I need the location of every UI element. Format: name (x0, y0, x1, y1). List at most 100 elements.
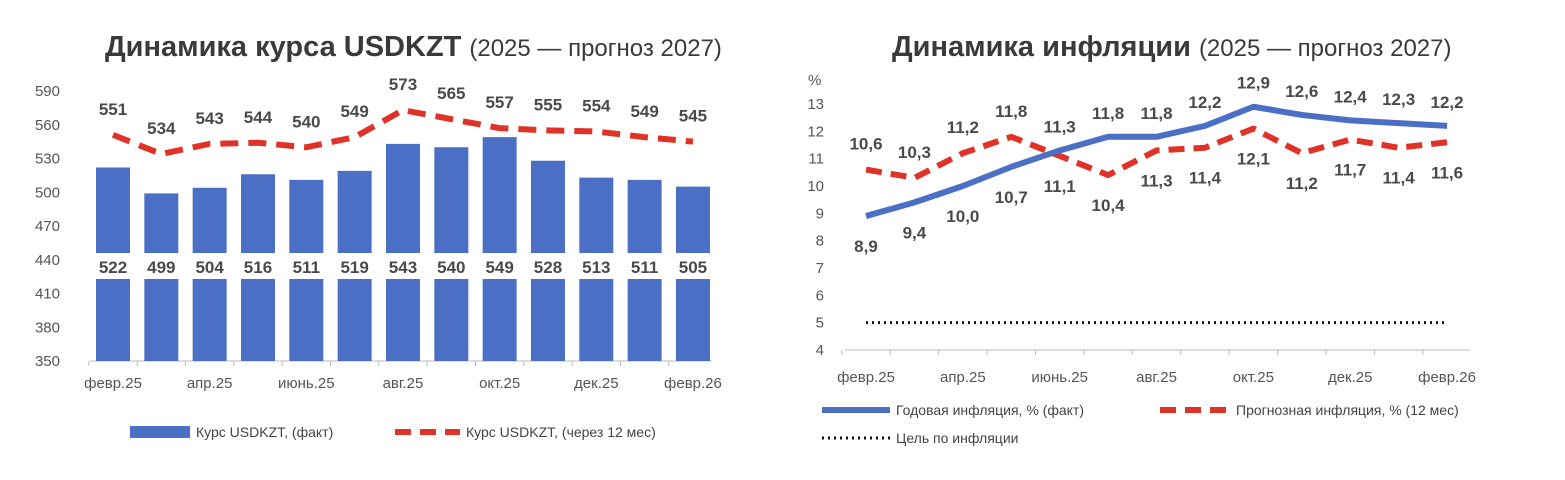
y-tick-label: 590 (35, 83, 60, 100)
x-tick-label: июнь.25 (1031, 369, 1088, 386)
y-tick-label: 350 (35, 353, 60, 370)
y-tick-label: 440 (35, 252, 60, 269)
actual-data-label: 11,8 (1140, 104, 1172, 123)
line-data-label: 543 (195, 109, 223, 128)
forecast-data-label: 11,4 (1383, 169, 1416, 188)
actual-data-label: 9,4 (903, 223, 927, 242)
bar-label-bg (187, 253, 232, 279)
forecast-data-label: 12,1 (1237, 150, 1270, 169)
bar-data-label: 511 (293, 258, 320, 277)
actual-data-label: 12,2 (1430, 93, 1463, 112)
bar-data-label: 528 (534, 258, 562, 277)
bar-label-bg (235, 253, 280, 279)
chart-subtitle: (2025 — прогноз 2027) (469, 35, 722, 62)
y-tick-label: 530 (35, 151, 60, 168)
y-tick-label: 410 (35, 286, 60, 303)
bar-data-label: 549 (485, 258, 513, 277)
forecast-data-label: 10,4 (1092, 196, 1126, 215)
svg-text:Динамика инфляции(2025 — прогн: Динамика инфляции (2025 — прогноз 2027) (892, 31, 1452, 63)
bar-label-bg (525, 253, 570, 279)
actual-data-label: 12,3 (1382, 90, 1415, 109)
actual-inflation-line (865, 103, 1448, 219)
bar-data-label: 540 (437, 258, 465, 277)
line-data-label: 565 (437, 84, 465, 103)
bar-label-bg (139, 253, 184, 279)
bar-data-label: 505 (679, 258, 707, 277)
y-tick-label: 7 (816, 260, 824, 277)
bar (482, 137, 517, 361)
bar-label-bg (91, 253, 135, 279)
chart-title: Динамика курса USDKZT (105, 31, 462, 63)
chart-subtitle: (2025 — прогноз 2027) (1199, 35, 1452, 62)
svg-text:Динамика курса USDKZT(2025 — п: Динамика курса USDKZT (2025 — прогноз 202… (105, 31, 722, 63)
forecast-data-label: 11,1 (1044, 177, 1076, 196)
x-tick-label: авг.25 (1136, 369, 1177, 386)
bar-data-label: 516 (244, 258, 272, 277)
x-tick-label: авг.25 (383, 375, 424, 392)
y-axis-label: % (808, 72, 821, 89)
line-data-label: 549 (630, 102, 658, 121)
y-tick-label: 10 (807, 178, 824, 195)
bar-label-bg (477, 253, 522, 279)
forecast-data-label: 11,2 (1286, 174, 1318, 193)
x-tick-label: апр.25 (187, 375, 233, 392)
legend-label: Курс USDKZT, (факт) (196, 424, 333, 440)
x-tick-label: окт.25 (1233, 369, 1274, 386)
bar-label-bg (574, 253, 619, 279)
legend-label: Годовая инфляция, % (факт) (896, 402, 1084, 418)
y-tick-label: 470 (35, 218, 60, 235)
forecast-data-label: 11,4 (1189, 169, 1222, 188)
legend-bar-swatch (130, 426, 190, 438)
line-data-label: 545 (679, 107, 707, 126)
actual-data-label: 12,2 (1188, 93, 1221, 112)
x-tick-label: дек.25 (574, 375, 619, 392)
actual-data-label: 12,6 (1285, 82, 1318, 101)
forecast-inflation-line (865, 125, 1448, 181)
actual-data-label: 10,7 (995, 188, 1028, 207)
actual-data-label: 11,3 (1044, 117, 1076, 136)
forecast-data-label: 11,7 (1334, 161, 1366, 180)
bar-label-bg (429, 253, 474, 279)
bar-label-bg (670, 253, 715, 279)
x-tick-label: февр.25 (84, 375, 142, 392)
bar-data-label: 522 (99, 258, 127, 277)
y-tick-label: 11 (808, 151, 824, 168)
bar-label-bg (284, 253, 329, 279)
x-tick-label: февр.26 (1418, 369, 1476, 386)
line-data-label: 557 (485, 93, 513, 112)
bar-label-bg (332, 253, 377, 279)
legend-label: Цель по инфляции (896, 430, 1018, 446)
y-tick-label: 4 (816, 342, 824, 359)
line-data-label: 573 (389, 75, 417, 94)
legend-label: Курс USDKZT, (через 12 мес) (466, 424, 656, 440)
inflation-chart: Динамика инфляции (2025 — прогноз 2027) %… (807, 31, 1476, 446)
actual-data-label: 12,9 (1237, 74, 1270, 93)
y-tick-label: 380 (35, 319, 60, 336)
x-tick-label: февр.26 (664, 375, 722, 392)
line-data-label: 555 (534, 95, 562, 114)
y-tick-label: 9 (816, 205, 824, 222)
line-data-label: 551 (99, 100, 127, 119)
bar (385, 143, 420, 361)
forecast-data-label: 10,3 (898, 143, 931, 162)
chart-title: Динамика инфляции (892, 31, 1191, 63)
legend-label: Прогнозная инфляция, % (12 мес) (1236, 402, 1459, 418)
y-tick-label: 8 (816, 233, 824, 250)
forecast-data-label: 10,6 (849, 135, 882, 154)
x-tick-label: февр.25 (837, 369, 895, 386)
y-tick-label: 5 (816, 315, 824, 332)
forecast-data-label: 11,8 (995, 102, 1027, 121)
actual-data-label: 12,4 (1334, 87, 1368, 106)
x-tick-label: апр.25 (940, 369, 986, 386)
y-tick-label: 560 (35, 117, 60, 134)
forecast-data-label: 11,6 (1431, 163, 1463, 182)
bar-data-label: 504 (195, 258, 224, 277)
bar-data-label: 543 (389, 258, 417, 277)
forecast-data-label: 11,3 (1140, 171, 1172, 190)
x-tick-label: окт.25 (479, 375, 520, 392)
actual-data-label: 8,9 (854, 237, 878, 256)
y-tick-label: 12 (807, 123, 824, 140)
actual-data-label: 10,0 (946, 207, 979, 226)
y-tick-label: 13 (807, 96, 824, 113)
